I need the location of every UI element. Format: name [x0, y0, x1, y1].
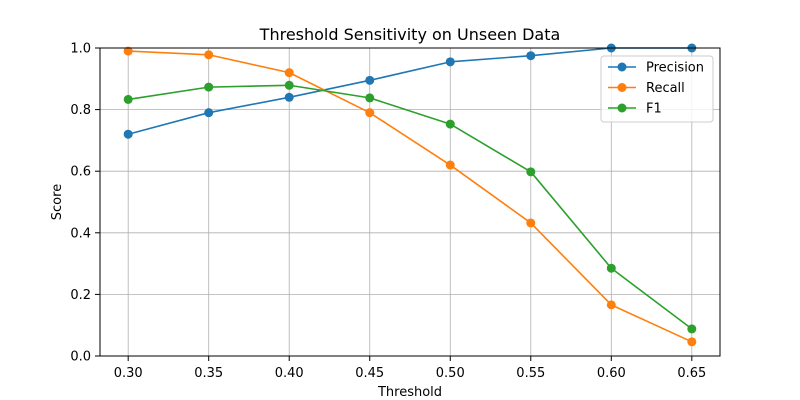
chart-title: Threshold Sensitivity on Unseen Data: [259, 25, 561, 44]
recall-line: [128, 50, 693, 343]
legend-label: Precision: [646, 61, 704, 76]
x-tick-label: 0.45: [355, 366, 384, 381]
precision-point: [123, 129, 133, 139]
f1-point: [365, 93, 375, 103]
series-recall: [123, 46, 697, 347]
recall-point: [445, 160, 455, 170]
f1-point: [284, 80, 294, 90]
recall-point: [365, 108, 375, 118]
x-tick-label: 0.60: [597, 366, 626, 381]
legend-item-recall: Recall: [608, 81, 685, 96]
series-precision: [123, 43, 697, 139]
plot-frame: [99, 47, 721, 357]
recall-point: [526, 218, 536, 228]
legend-box: [600, 55, 714, 123]
precision-point: [284, 92, 294, 102]
f1-point: [204, 82, 214, 92]
x-axis-ticks: 0.30 0.35 0.40 0.45 0.50 0.55 0.60 0.65: [114, 356, 706, 381]
y-tick-label: 1.0: [70, 42, 91, 57]
precision-point: [204, 108, 214, 118]
y-tick-label: 0.8: [70, 103, 91, 118]
x-tick-label: 0.50: [436, 366, 465, 381]
f1-point: [526, 167, 536, 177]
f1-point: [445, 119, 455, 129]
legend-item-precision: Precision: [608, 61, 704, 76]
recall-point: [284, 68, 294, 78]
legend: Precision Recall F1: [600, 55, 714, 123]
y-axis-ticks: 0.0 0.2 0.4 0.6 0.8 1.0: [70, 42, 100, 365]
series-lines: [123, 43, 697, 347]
y-tick-label: 0.4: [70, 226, 91, 241]
legend-swatch-marker: [617, 83, 627, 92]
f1-point: [606, 263, 616, 273]
legend-label: Recall: [646, 81, 685, 96]
x-tick-label: 0.55: [516, 366, 545, 381]
series-f1: [123, 80, 697, 334]
x-tick-label: 0.65: [677, 366, 706, 381]
precision-line: [127, 47, 692, 136]
recall-point: [687, 337, 697, 347]
x-axis-label: Threshold: [377, 385, 442, 400]
y-tick-label: 0.0: [70, 350, 91, 365]
precision-point: [445, 57, 455, 67]
precision-point: [365, 75, 375, 85]
recall-point: [204, 50, 214, 60]
legend-swatch-marker: [617, 62, 627, 72]
f1-point: [123, 94, 133, 104]
recall-point: [606, 300, 616, 310]
legend-item-f1: F1: [608, 102, 662, 117]
x-tick-label: 0.30: [114, 366, 143, 381]
x-tick-label: 0.35: [194, 366, 223, 381]
legend-swatch-marker: [617, 103, 627, 113]
y-tick-label: 0.6: [70, 165, 91, 180]
y-tick-label: 0.2: [70, 288, 91, 303]
f1-point: [687, 324, 697, 334]
recall-point: [123, 46, 133, 56]
y-axis-label: Score: [50, 184, 65, 220]
legend-label: F1: [646, 102, 662, 117]
x-tick-label: 0.40: [275, 366, 304, 381]
precision-point: [526, 51, 536, 61]
f1-line: [128, 84, 693, 330]
